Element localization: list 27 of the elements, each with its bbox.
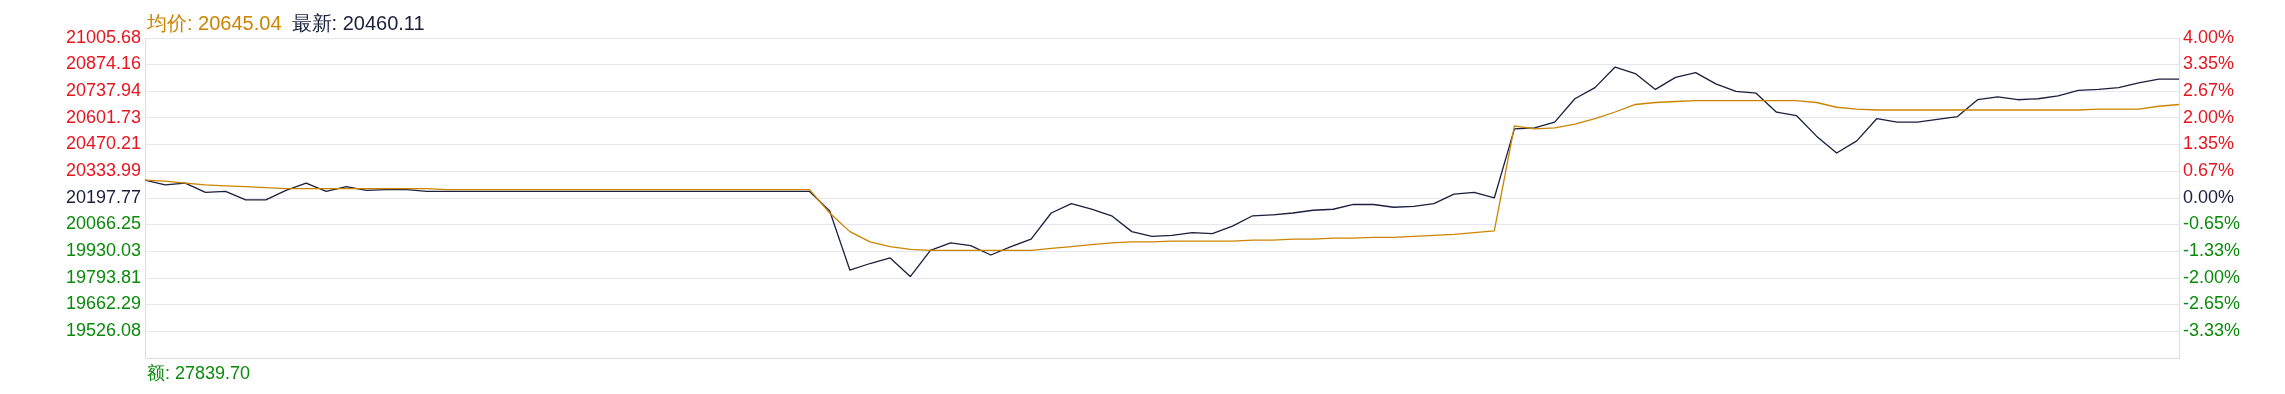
y-tick-label: 20470.21 xyxy=(65,133,141,154)
text: 额: 27839.70 xyxy=(147,362,251,385)
y2-tick-label: 1.35% xyxy=(2183,132,2235,153)
y2-tick-label: -2.00% xyxy=(2183,266,2241,287)
y2-tick-label: 0.67% xyxy=(2183,160,2235,181)
y-tick-label: 20874.16 xyxy=(65,53,141,74)
y-tick-label: 20066.25 xyxy=(65,213,141,234)
y2-tick-label: -1.33% xyxy=(2183,240,2241,261)
y2-tick-label: 2.67% xyxy=(2183,80,2235,101)
y2-tick-label: -3.33% xyxy=(2183,320,2241,341)
y2-tick-label: 4.00% xyxy=(2183,26,2235,47)
y-tick-label: 21005.68 xyxy=(65,26,141,47)
y-tick-label: 19930.03 xyxy=(65,239,141,260)
y2-tick-label: 2.00% xyxy=(2183,106,2235,127)
y-tick-label: 20737.94 xyxy=(65,79,141,100)
y2-tick-label: 3.35% xyxy=(2183,52,2235,73)
y-tick-label: 19793.81 xyxy=(65,266,141,287)
y-tick-label: 19662.29 xyxy=(65,293,141,314)
text: 均价: 20645.04 xyxy=(147,11,282,36)
text: 最新: 20460.11 xyxy=(291,11,425,36)
y-tick-label: 20333.99 xyxy=(65,159,141,180)
y-tick-label: 20197.77 xyxy=(65,186,141,207)
y2-tick-label: -0.65% xyxy=(2183,212,2241,233)
y-tick-label: 19526.08 xyxy=(65,319,141,340)
y2-tick-label: -2.65% xyxy=(2183,292,2241,313)
y-tick-label: 20601.73 xyxy=(65,106,141,127)
y2-tick-label: 0.00% xyxy=(2183,186,2235,207)
